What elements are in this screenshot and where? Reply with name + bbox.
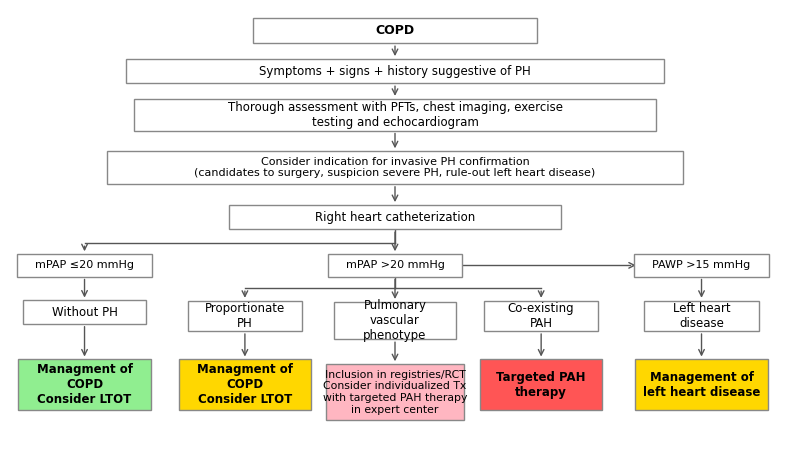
FancyBboxPatch shape bbox=[634, 254, 769, 277]
FancyBboxPatch shape bbox=[645, 300, 759, 331]
Text: Thorough assessment with PFTs, chest imaging, exercise
testing and echocardiogra: Thorough assessment with PFTs, chest ima… bbox=[228, 101, 562, 129]
FancyBboxPatch shape bbox=[134, 99, 656, 131]
FancyBboxPatch shape bbox=[635, 359, 768, 410]
Text: PAWP >15 mmHg: PAWP >15 mmHg bbox=[653, 260, 750, 271]
Text: Management of
left heart disease: Management of left heart disease bbox=[643, 371, 760, 399]
FancyBboxPatch shape bbox=[326, 364, 464, 420]
Text: Pulmonary
vascular
phenotype: Pulmonary vascular phenotype bbox=[363, 299, 427, 342]
Text: COPD: COPD bbox=[375, 24, 415, 37]
FancyBboxPatch shape bbox=[18, 359, 151, 410]
FancyBboxPatch shape bbox=[253, 17, 537, 43]
Text: Proportionate
PH: Proportionate PH bbox=[205, 302, 285, 330]
Text: Without PH: Without PH bbox=[51, 306, 118, 319]
Text: Co-existing
PAH: Co-existing PAH bbox=[508, 302, 574, 330]
Text: Consider indication for invasive PH confirmation
(candidates to surgery, suspici: Consider indication for invasive PH conf… bbox=[194, 157, 596, 178]
FancyBboxPatch shape bbox=[107, 151, 683, 184]
Text: Right heart catheterization: Right heart catheterization bbox=[315, 211, 475, 224]
FancyBboxPatch shape bbox=[24, 300, 145, 324]
Text: Inclusion in registries/RCT
Consider individualized Tx
with targeted PAH therapy: Inclusion in registries/RCT Consider ind… bbox=[323, 370, 467, 415]
FancyBboxPatch shape bbox=[229, 205, 561, 229]
FancyBboxPatch shape bbox=[480, 359, 603, 410]
FancyBboxPatch shape bbox=[188, 300, 302, 331]
FancyBboxPatch shape bbox=[17, 254, 152, 277]
Text: Targeted PAH
therapy: Targeted PAH therapy bbox=[496, 371, 586, 399]
FancyBboxPatch shape bbox=[328, 254, 462, 277]
Text: Managment of
COPD
Consider LTOT: Managment of COPD Consider LTOT bbox=[36, 363, 133, 406]
Text: Managment of
COPD
Consider LTOT: Managment of COPD Consider LTOT bbox=[197, 363, 293, 406]
Text: mPAP >20 mmHg: mPAP >20 mmHg bbox=[345, 260, 445, 271]
FancyBboxPatch shape bbox=[483, 300, 599, 331]
Text: Left heart
disease: Left heart disease bbox=[673, 302, 730, 330]
FancyBboxPatch shape bbox=[179, 359, 311, 410]
FancyBboxPatch shape bbox=[126, 59, 664, 83]
FancyBboxPatch shape bbox=[333, 302, 457, 339]
Text: Symptoms + signs + history suggestive of PH: Symptoms + signs + history suggestive of… bbox=[259, 65, 531, 78]
Text: mPAP ≤20 mmHg: mPAP ≤20 mmHg bbox=[35, 260, 134, 271]
